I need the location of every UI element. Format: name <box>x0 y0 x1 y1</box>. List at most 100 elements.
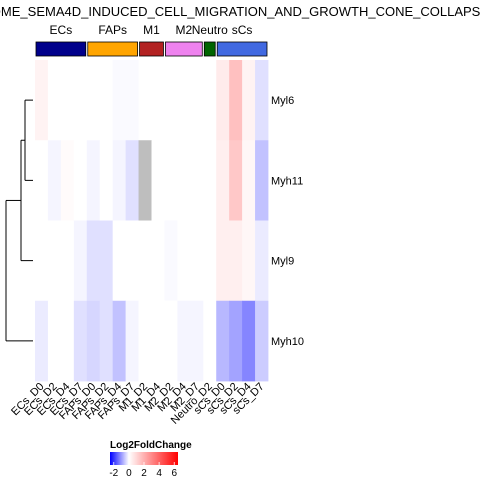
chart-title: REACTOME_SEMA4D_INDUCED_CELL_MIGRATION_A… <box>0 4 480 19</box>
legend-tick-label: 0 <box>126 468 132 479</box>
heatmap-cell-myl9-m2-d4 <box>177 220 191 302</box>
heatmap-cell-myh11-m1-d4 <box>151 140 165 221</box>
group-bar-m1 <box>139 41 164 57</box>
heatmap-cell-myl6-m2-d7 <box>190 60 204 141</box>
heatmap-cell-myh10-faps-d2 <box>99 300 114 382</box>
group-bar-neutro <box>203 41 216 57</box>
heatmap-cell-myh11-faps-d7 <box>125 140 139 221</box>
heatmap-cell-myh11-m2-d4 <box>177 140 191 221</box>
group-bar-faps <box>87 41 138 57</box>
heatmap-cell-myh11-faps-d4 <box>112 140 127 221</box>
heatmap-cell-myh11-faps-d0 <box>86 140 101 221</box>
heatmap-cell-myl6-scs-d4 <box>242 60 256 141</box>
legend-tick-label: 2 <box>141 468 147 479</box>
heatmap-cell-myl6-m2-d2 <box>164 60 178 141</box>
heatmap-cells <box>35 60 269 382</box>
heatmap-cell-myl9-ecs-d0 <box>35 220 49 302</box>
heatmap-cell-myh11-scs-d2 <box>229 140 243 221</box>
heatmap-cell-myh11-ecs-d7 <box>73 140 88 221</box>
heatmap-cell-myl6-scs-d2 <box>229 60 243 141</box>
legend-title: Log2FoldChange <box>110 440 192 451</box>
heatmap-cell-myh10-faps-d4 <box>112 300 127 382</box>
group-bar-ecs <box>35 41 87 57</box>
heatmap-cell-myl9-faps-d2 <box>99 220 114 302</box>
heatmap-cell-myh11-m2-d2 <box>164 140 178 221</box>
row-label-myl9: Myl9 <box>271 256 294 268</box>
heatmap-cell-myh11-ecs-d0 <box>35 140 49 221</box>
heatmap-cell-myh10-ecs-d4 <box>60 300 75 382</box>
heatmap-cell-myh10-scs-d0 <box>216 300 230 382</box>
heatmap-cell-myh11-scs-d4 <box>242 140 256 221</box>
heatmap-cell-myl9-scs-d4 <box>242 220 256 302</box>
heatmap-cell-myl6-faps-d0 <box>86 60 101 141</box>
group-label-neutro: Neutro <box>192 23 228 37</box>
heatmap-cell-myh10-ecs-d2 <box>47 300 62 382</box>
group-labels: ECs FAPs M1 M2 Neutro sCs <box>50 23 253 37</box>
row-label-myl6: Myl6 <box>271 95 294 107</box>
group-label-m1: M1 <box>143 23 160 37</box>
legend-ticks: -2 0 2 4 6 <box>109 462 177 479</box>
heatmap-cell-myh10-m1-d4 <box>151 300 165 382</box>
row-label-myh11: Myh11 <box>271 175 303 187</box>
legend-tick-label: 4 <box>156 468 162 479</box>
heatmap-cell-myh10-scs-d2 <box>229 300 243 382</box>
heatmap-cell-myh10-m2-d2 <box>164 300 178 382</box>
heatmap-cell-myl6-m1-d2 <box>138 60 152 141</box>
group-color-bars <box>35 41 268 57</box>
heatmap-cell-myl9-ecs-d7 <box>73 220 88 302</box>
heatmap-cell-myh10-faps-d0 <box>86 300 101 382</box>
heatmap-cell-myh11-scs-d7 <box>255 140 269 221</box>
heatmap-cell-myh10-m2-d4 <box>177 300 191 382</box>
heatmap-cell-myl9-neutro-d2 <box>203 220 217 302</box>
heatmap-cell-myl6-m2-d4 <box>177 60 191 141</box>
heatmap-cell-myl6-ecs-d2 <box>47 60 62 141</box>
legend-tick-label: 6 <box>171 468 177 479</box>
heatmap-cell-myh11-m2-d7 <box>190 140 204 221</box>
heatmap-cell-myh10-faps-d7 <box>125 300 139 382</box>
heatmap-cell-myh11-m1-d2 <box>138 140 152 221</box>
heatmap-cell-myl9-faps-d7 <box>125 220 139 302</box>
row-dendrogram <box>5 99 33 342</box>
heatmap-cell-myl9-m2-d2 <box>164 220 178 302</box>
heatmap-cell-myh10-ecs-d7 <box>73 300 88 382</box>
heatmap-cell-myl6-ecs-d0 <box>35 60 49 141</box>
legend-color-bar <box>110 452 178 465</box>
heatmap-cell-myl9-ecs-d2 <box>47 220 62 302</box>
heatmap-cell-myh10-scs-d7 <box>255 300 269 382</box>
group-label-faps: FAPs <box>98 23 127 37</box>
group-bar-scs <box>216 41 268 57</box>
heatmap-cell-myl6-scs-d7 <box>255 60 269 141</box>
column-labels: ECs_D0ECs_D2ECs_D4ECs_D7FAPs_D0FAPs_D2FA… <box>9 381 267 427</box>
heatmap-cell-myh11-ecs-d4 <box>60 140 75 221</box>
heatmap-cell-myl6-m1-d4 <box>151 60 165 141</box>
heatmap-cell-myl6-ecs-d7 <box>73 60 88 141</box>
group-label-ecs: ECs <box>50 23 73 37</box>
legend-tick-label: -2 <box>109 468 118 479</box>
heatmap-cell-myl9-ecs-d4 <box>60 220 75 302</box>
heatmap-cell-myh10-m2-d7 <box>190 300 204 382</box>
heatmap-cell-myl9-m1-d4 <box>151 220 165 302</box>
row-labels: Myl6 Myh11 Myl9 Myh10 <box>271 95 304 348</box>
heatmap-cell-myl6-faps-d4 <box>112 60 127 141</box>
heatmap-cell-myl6-faps-d2 <box>99 60 114 141</box>
heatmap-cell-myl9-m2-d7 <box>190 220 204 302</box>
heatmap-cell-myh10-neutro-d2 <box>203 300 217 382</box>
heatmap-cell-myh11-faps-d2 <box>99 140 114 221</box>
heatmap-cell-myh10-ecs-d0 <box>35 300 49 382</box>
heatmap-cell-myh10-m1-d2 <box>138 300 152 382</box>
heatmap-cell-myl6-faps-d7 <box>125 60 139 141</box>
heatmap-cell-myl9-faps-d0 <box>86 220 101 302</box>
heatmap-cell-myl6-ecs-d4 <box>60 60 75 141</box>
heatmap-cell-myl9-scs-d2 <box>229 220 243 302</box>
row-label-myh10: Myh10 <box>271 336 304 348</box>
heatmap-cell-myl9-scs-d0 <box>216 220 230 302</box>
heatmap-cell-myl9-faps-d4 <box>112 220 127 302</box>
heatmap-cell-myh11-ecs-d2 <box>47 140 62 221</box>
heatmap-cell-myl9-scs-d7 <box>255 220 269 302</box>
group-label-m2: M2 <box>176 23 193 37</box>
heatmap-cell-myh10-scs-d4 <box>242 300 256 382</box>
heatmap-cell-myl9-m1-d2 <box>138 220 152 302</box>
heatmap-cell-myl6-neutro-d2 <box>203 60 217 141</box>
group-bar-m2 <box>165 41 203 57</box>
